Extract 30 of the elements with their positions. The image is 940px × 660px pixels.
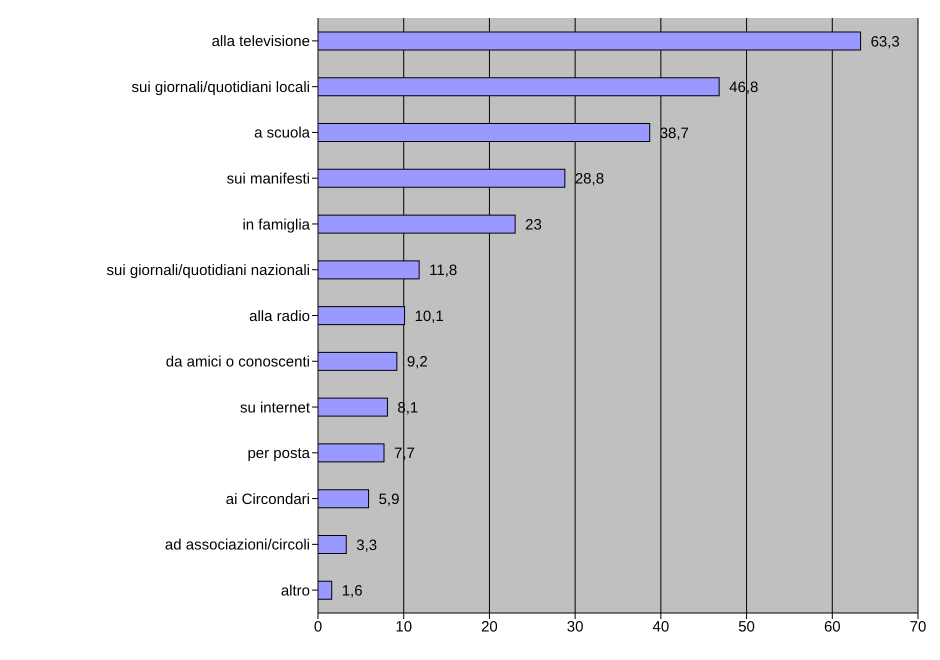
y-tick-label: da amici o conoscenti: [166, 354, 310, 371]
data-label: 3,3: [356, 536, 378, 554]
y-tick-label: alla radio: [249, 308, 310, 325]
x-tick-label: 30: [566, 618, 584, 636]
x-tick-label: 20: [481, 618, 498, 636]
data-label: 11,8: [429, 262, 458, 280]
x-tick-label: 0: [314, 618, 322, 636]
x-tick-label: 10: [395, 618, 412, 636]
y-tick-label: sui manifesti: [226, 170, 310, 188]
data-label: 9,2: [406, 354, 428, 371]
y-tick-label: ad associazioni/circoli: [164, 536, 310, 554]
y-tick-label: sui giornali/quotidiani nazionali: [106, 262, 310, 280]
x-tick-label: 50: [738, 618, 755, 636]
x-tick-label: 40: [652, 618, 670, 636]
x-tick-label: 60: [824, 618, 841, 636]
data-label: 63,3: [870, 33, 900, 50]
data-label: 23: [525, 216, 542, 234]
y-tick-label: per posta: [247, 445, 311, 462]
y-tick-label: su internet: [240, 399, 311, 416]
x-tick-label: 70: [910, 618, 926, 636]
data-label: 28,8: [574, 170, 604, 188]
y-tick-label: a scuola: [254, 124, 311, 142]
y-tick-label: altro: [280, 582, 310, 600]
y-tick-label: in famiglia: [242, 216, 311, 234]
data-label: 5,9: [378, 491, 400, 508]
data-label: 1,6: [342, 582, 363, 600]
data-label: 10,1: [414, 308, 444, 325]
y-tick-label: sui giornali/quotidiani locali: [132, 78, 310, 96]
y-tick-label: ai Circondari: [226, 490, 310, 508]
y-tick-label: alla televisione: [212, 33, 310, 50]
